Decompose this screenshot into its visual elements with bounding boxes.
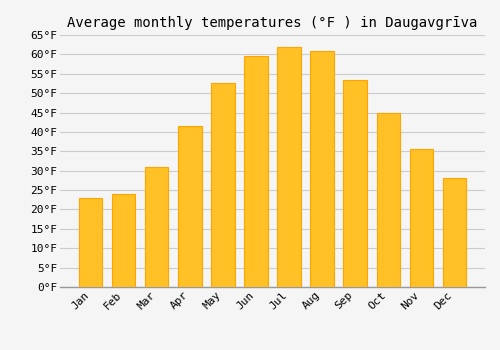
Bar <box>310 50 334 287</box>
Bar <box>112 194 136 287</box>
Bar <box>80 198 102 287</box>
Bar <box>442 178 466 287</box>
Bar <box>410 149 432 287</box>
Bar <box>146 167 169 287</box>
Bar <box>344 79 366 287</box>
Bar <box>212 83 234 287</box>
Bar <box>178 126 202 287</box>
Bar <box>376 113 400 287</box>
Bar <box>278 47 300 287</box>
Bar <box>244 56 268 287</box>
Title: Average monthly temperatures (°F ) in Daugavgrīva: Average monthly temperatures (°F ) in Da… <box>68 16 478 30</box>
